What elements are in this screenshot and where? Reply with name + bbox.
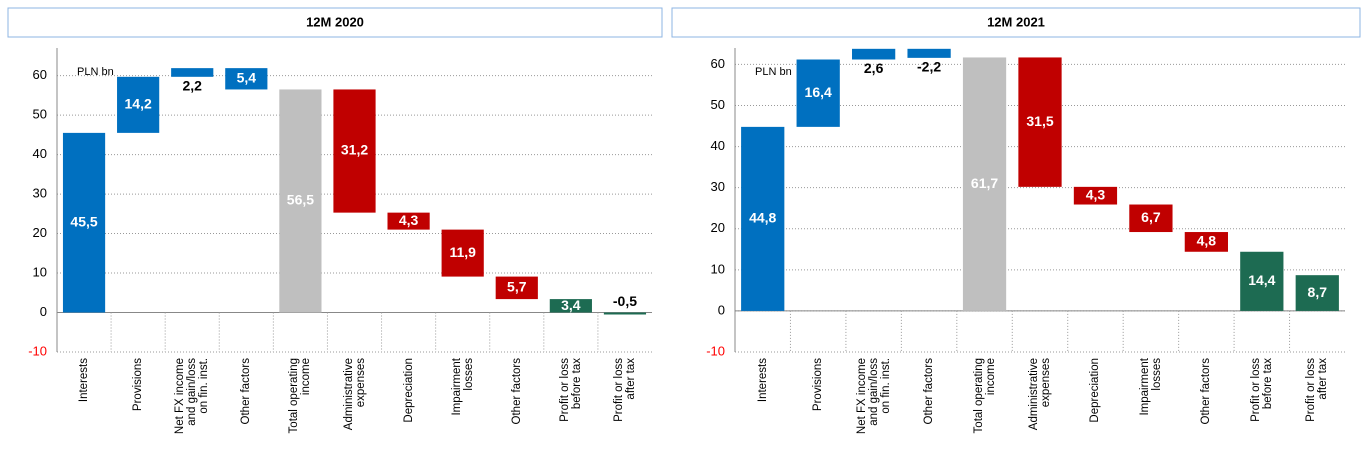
value-label: 2,6 bbox=[864, 60, 884, 76]
x-tick-label: Profit or loss after tax bbox=[1305, 358, 1330, 422]
unit-label: PLN bn bbox=[77, 66, 114, 78]
x-tick-label: Other factors bbox=[923, 358, 936, 425]
bar bbox=[907, 48, 951, 58]
value-label: 45,5 bbox=[70, 213, 97, 229]
bar bbox=[741, 126, 785, 311]
x-tick-label: Depreciation bbox=[1089, 358, 1102, 423]
bar bbox=[62, 132, 106, 313]
header-box bbox=[671, 7, 1361, 38]
x-tick-label: Profit or loss after tax bbox=[612, 358, 637, 422]
x-tick-label: Total operating income bbox=[288, 358, 313, 434]
y-tick-label: 20 bbox=[711, 220, 725, 235]
header-box bbox=[7, 7, 663, 38]
value-label: 3,4 bbox=[561, 297, 581, 313]
y-tick-label: 50 bbox=[711, 97, 725, 112]
bar bbox=[495, 276, 538, 300]
value-label: 2,2 bbox=[182, 78, 202, 94]
value-label: 31,2 bbox=[341, 142, 368, 158]
y-tick-label: 10 bbox=[33, 264, 47, 279]
x-tick-label: Impairment losses bbox=[1138, 358, 1163, 416]
value-label: 44,8 bbox=[749, 210, 776, 226]
bar bbox=[603, 312, 647, 315]
x-tick-label: Other factors bbox=[510, 358, 523, 425]
x-tick-label: Total operating income bbox=[972, 358, 997, 434]
bar bbox=[387, 212, 430, 230]
chart-panel: 12M 2021 -10 0 10 20 30 40 50 60 PLN bn 44,8 16,4 2,… bbox=[671, 7, 1361, 358]
x-tick-label: Administrative expenses bbox=[1028, 358, 1052, 431]
bar bbox=[852, 48, 896, 60]
y-tick-label: 40 bbox=[711, 138, 725, 153]
value-label: -2,2 bbox=[917, 59, 941, 75]
bar bbox=[796, 59, 840, 127]
x-tick-label: Other factors bbox=[240, 358, 253, 425]
value-label: 16,4 bbox=[805, 84, 832, 100]
y-tick-label: 0 bbox=[718, 302, 725, 317]
bar bbox=[171, 68, 214, 77]
y-tick-label: 30 bbox=[711, 179, 725, 194]
bar bbox=[1018, 57, 1062, 187]
unit-label: PLN bn bbox=[755, 66, 792, 78]
value-label: 31,5 bbox=[1026, 113, 1053, 129]
y-tick-label: 60 bbox=[33, 67, 47, 82]
bar bbox=[962, 57, 1007, 311]
bar bbox=[333, 89, 376, 213]
value-label: 14,2 bbox=[125, 96, 152, 112]
value-label: 56,5 bbox=[287, 192, 314, 208]
y-tick-label: -10 bbox=[706, 343, 725, 358]
x-tick-label: Provisions bbox=[812, 358, 825, 412]
y-tick-label: 20 bbox=[33, 225, 47, 240]
y-tick-label: 50 bbox=[33, 107, 47, 122]
y-tick-label: 0 bbox=[40, 304, 47, 319]
x-tick-label: Interests bbox=[756, 358, 769, 403]
x-tick-label: Impairment losses bbox=[450, 358, 475, 416]
value-label: 4,3 bbox=[399, 212, 419, 228]
value-label: -0,5 bbox=[613, 293, 637, 309]
x-tick-label: Net FX income and gain/loss on fin. inst… bbox=[174, 358, 211, 435]
bar bbox=[549, 299, 592, 313]
value-label: 4,8 bbox=[1197, 233, 1217, 249]
x-tick-label: Provisions bbox=[132, 358, 145, 412]
x-tick-label: Depreciation bbox=[402, 358, 415, 423]
y-tick-label: 10 bbox=[711, 261, 725, 276]
value-label: 11,9 bbox=[449, 244, 476, 260]
value-label: 8,7 bbox=[1308, 284, 1328, 300]
value-label: 14,4 bbox=[1248, 272, 1275, 288]
bar bbox=[441, 229, 484, 277]
bar bbox=[1295, 275, 1339, 311]
y-tick-label: 60 bbox=[711, 56, 725, 71]
bar bbox=[1129, 204, 1173, 233]
bar bbox=[225, 68, 268, 90]
y-tick-label: 30 bbox=[33, 186, 47, 201]
x-tick-label: Net FX income and gain/loss on fin. inst… bbox=[855, 358, 892, 435]
x-tick-label: Other factors bbox=[1200, 358, 1213, 425]
chart-title: 12M 2020 bbox=[306, 14, 364, 29]
chart-panel: 12M 2020 -10 0 10 20 30 40 50 60 PLN bn 45,5 14,2 2,… bbox=[7, 7, 663, 358]
chart-title: 12M 2021 bbox=[987, 14, 1045, 29]
x-tick-label: Profit or loss before tax bbox=[558, 358, 583, 422]
value-label: 6,7 bbox=[1141, 209, 1161, 225]
bar bbox=[1184, 232, 1228, 252]
bar bbox=[117, 76, 160, 133]
x-tick-label: Administrative expenses bbox=[342, 358, 367, 431]
y-tick-label: -10 bbox=[28, 343, 47, 358]
value-label: 5,4 bbox=[237, 69, 257, 85]
bar bbox=[1240, 251, 1284, 311]
bar bbox=[279, 89, 322, 313]
value-label: 5,7 bbox=[507, 279, 527, 295]
value-label: 61,7 bbox=[971, 175, 998, 191]
y-tick-label: 40 bbox=[33, 146, 47, 161]
value-label: 4,3 bbox=[1086, 186, 1106, 202]
x-tick-label: Profit or loss before tax bbox=[1249, 358, 1274, 422]
x-tick-label: Interests bbox=[78, 358, 91, 403]
bar bbox=[1073, 186, 1118, 205]
